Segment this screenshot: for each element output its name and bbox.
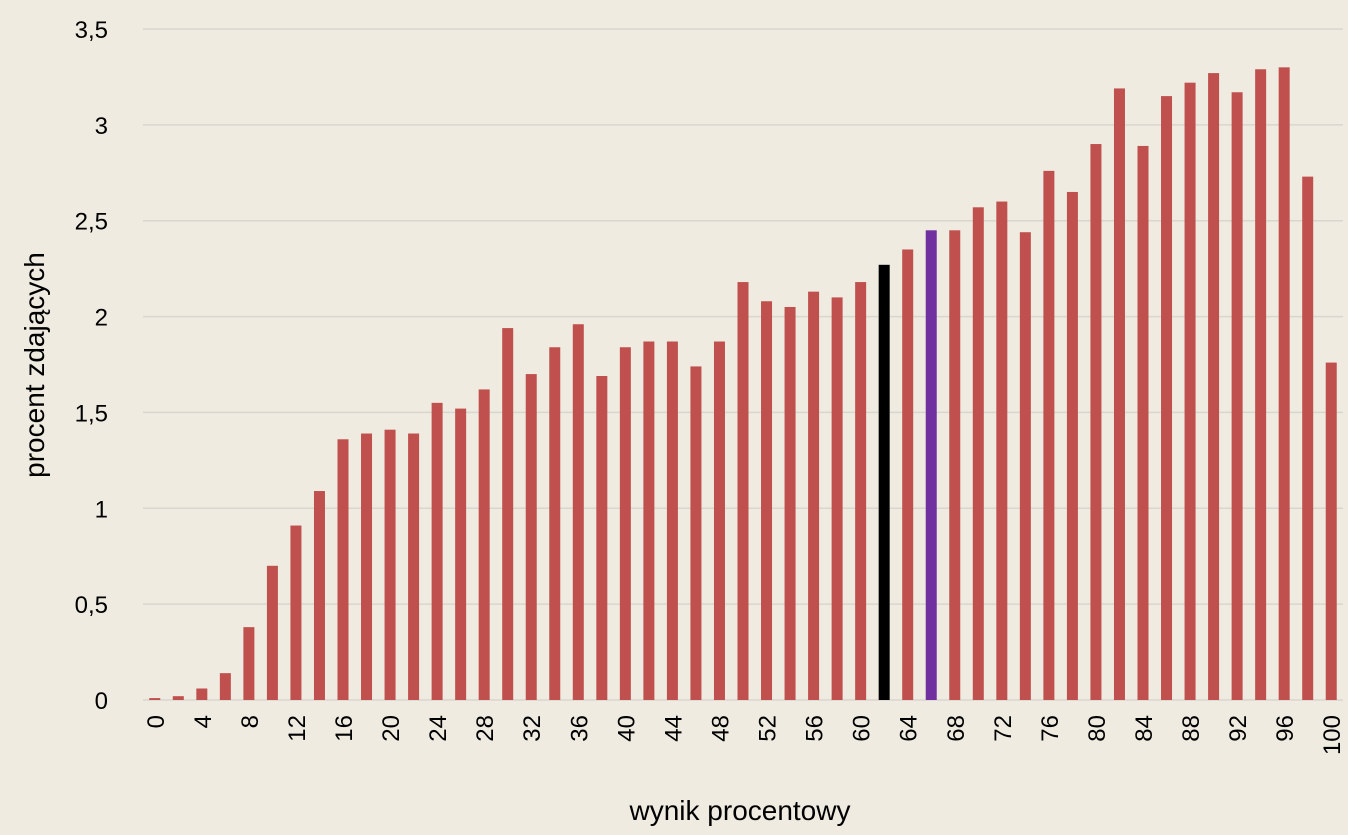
bar — [1137, 145, 1149, 701]
bar — [1066, 191, 1078, 700]
bar — [737, 282, 749, 700]
bar — [1255, 69, 1267, 700]
bar — [313, 491, 325, 700]
bar — [784, 306, 796, 700]
bar — [690, 366, 702, 700]
bar — [831, 297, 843, 700]
bar — [172, 696, 184, 700]
bar — [219, 673, 231, 700]
x-tick-label: 44 — [660, 715, 687, 742]
bar — [878, 264, 890, 700]
bar — [455, 408, 467, 700]
bar — [478, 389, 490, 700]
bar — [243, 627, 255, 700]
x-tick-label: 12 — [284, 715, 311, 742]
bar — [996, 201, 1008, 701]
x-tick-label: 40 — [613, 715, 640, 742]
bar — [713, 341, 725, 700]
x-tick-label: 8 — [237, 715, 264, 728]
bar — [1325, 362, 1337, 700]
bar — [1113, 88, 1125, 701]
x-tick-label: 4 — [190, 715, 217, 728]
x-tick-label: 96 — [1272, 715, 1299, 742]
x-tick-label: 88 — [1178, 715, 1205, 742]
x-tick-label: 52 — [755, 715, 782, 742]
x-tick-label: 80 — [1084, 715, 1111, 742]
x-tick-label: 16 — [331, 715, 358, 742]
x-tick-label: 76 — [1037, 715, 1064, 742]
bar — [949, 230, 961, 701]
bar — [502, 328, 514, 700]
bar — [902, 249, 914, 700]
bar — [1302, 176, 1314, 700]
bar — [572, 324, 584, 700]
bar — [855, 282, 867, 700]
bar — [431, 402, 443, 700]
bar — [549, 347, 561, 700]
x-tick-label: 92 — [1225, 715, 1252, 742]
bar — [1278, 67, 1290, 701]
bar — [1090, 144, 1102, 700]
x-tick-label: 48 — [707, 715, 734, 742]
x-tick-label: 68 — [943, 715, 970, 742]
x-tick-label: 24 — [425, 715, 452, 742]
x-tick-label: 72 — [990, 715, 1017, 742]
bar — [1208, 73, 1220, 700]
y-tick-label: 0,5 — [75, 592, 108, 619]
y-tick-label: 2 — [95, 305, 108, 332]
bar — [972, 207, 984, 700]
x-tick-label: 56 — [802, 715, 829, 742]
y-tick-label: 0 — [95, 688, 108, 715]
bar — [596, 376, 608, 700]
x-tick-label: 32 — [519, 715, 546, 742]
bar — [525, 374, 537, 700]
bar — [384, 429, 396, 700]
x-tick-label: 36 — [566, 715, 593, 742]
bar — [196, 688, 208, 700]
y-tick-label: 2,5 — [75, 209, 108, 236]
bar — [1184, 82, 1196, 701]
bar — [1043, 170, 1055, 700]
y-tick-label: 3 — [95, 113, 108, 140]
bar — [1019, 232, 1031, 700]
bar — [1161, 96, 1173, 701]
x-tick-label: 64 — [896, 715, 923, 742]
bar — [761, 301, 773, 700]
bar — [1231, 92, 1243, 700]
bar — [149, 698, 161, 700]
bar — [643, 341, 655, 700]
x-tick-label: 0 — [143, 715, 170, 728]
bar — [808, 291, 820, 700]
bar — [361, 433, 373, 700]
bar — [337, 439, 349, 700]
bar — [408, 433, 420, 700]
x-tick-label: 20 — [378, 715, 405, 742]
x-tick-label: 100 — [1319, 715, 1346, 755]
x-tick-label: 84 — [1131, 715, 1158, 742]
bar — [290, 525, 302, 700]
x-axis-label: wynik procentowy — [629, 795, 851, 826]
bar — [266, 565, 278, 700]
y-tick-label: 3,5 — [75, 17, 108, 44]
x-tick-label: 60 — [849, 715, 876, 742]
y-tick-label: 1,5 — [75, 400, 108, 427]
bar — [619, 347, 631, 700]
bar — [925, 230, 937, 701]
y-tick-label: 1 — [95, 496, 108, 523]
bar — [666, 341, 678, 700]
x-tick-label: 28 — [472, 715, 499, 742]
y-axis-label: procent zdających — [19, 252, 50, 478]
